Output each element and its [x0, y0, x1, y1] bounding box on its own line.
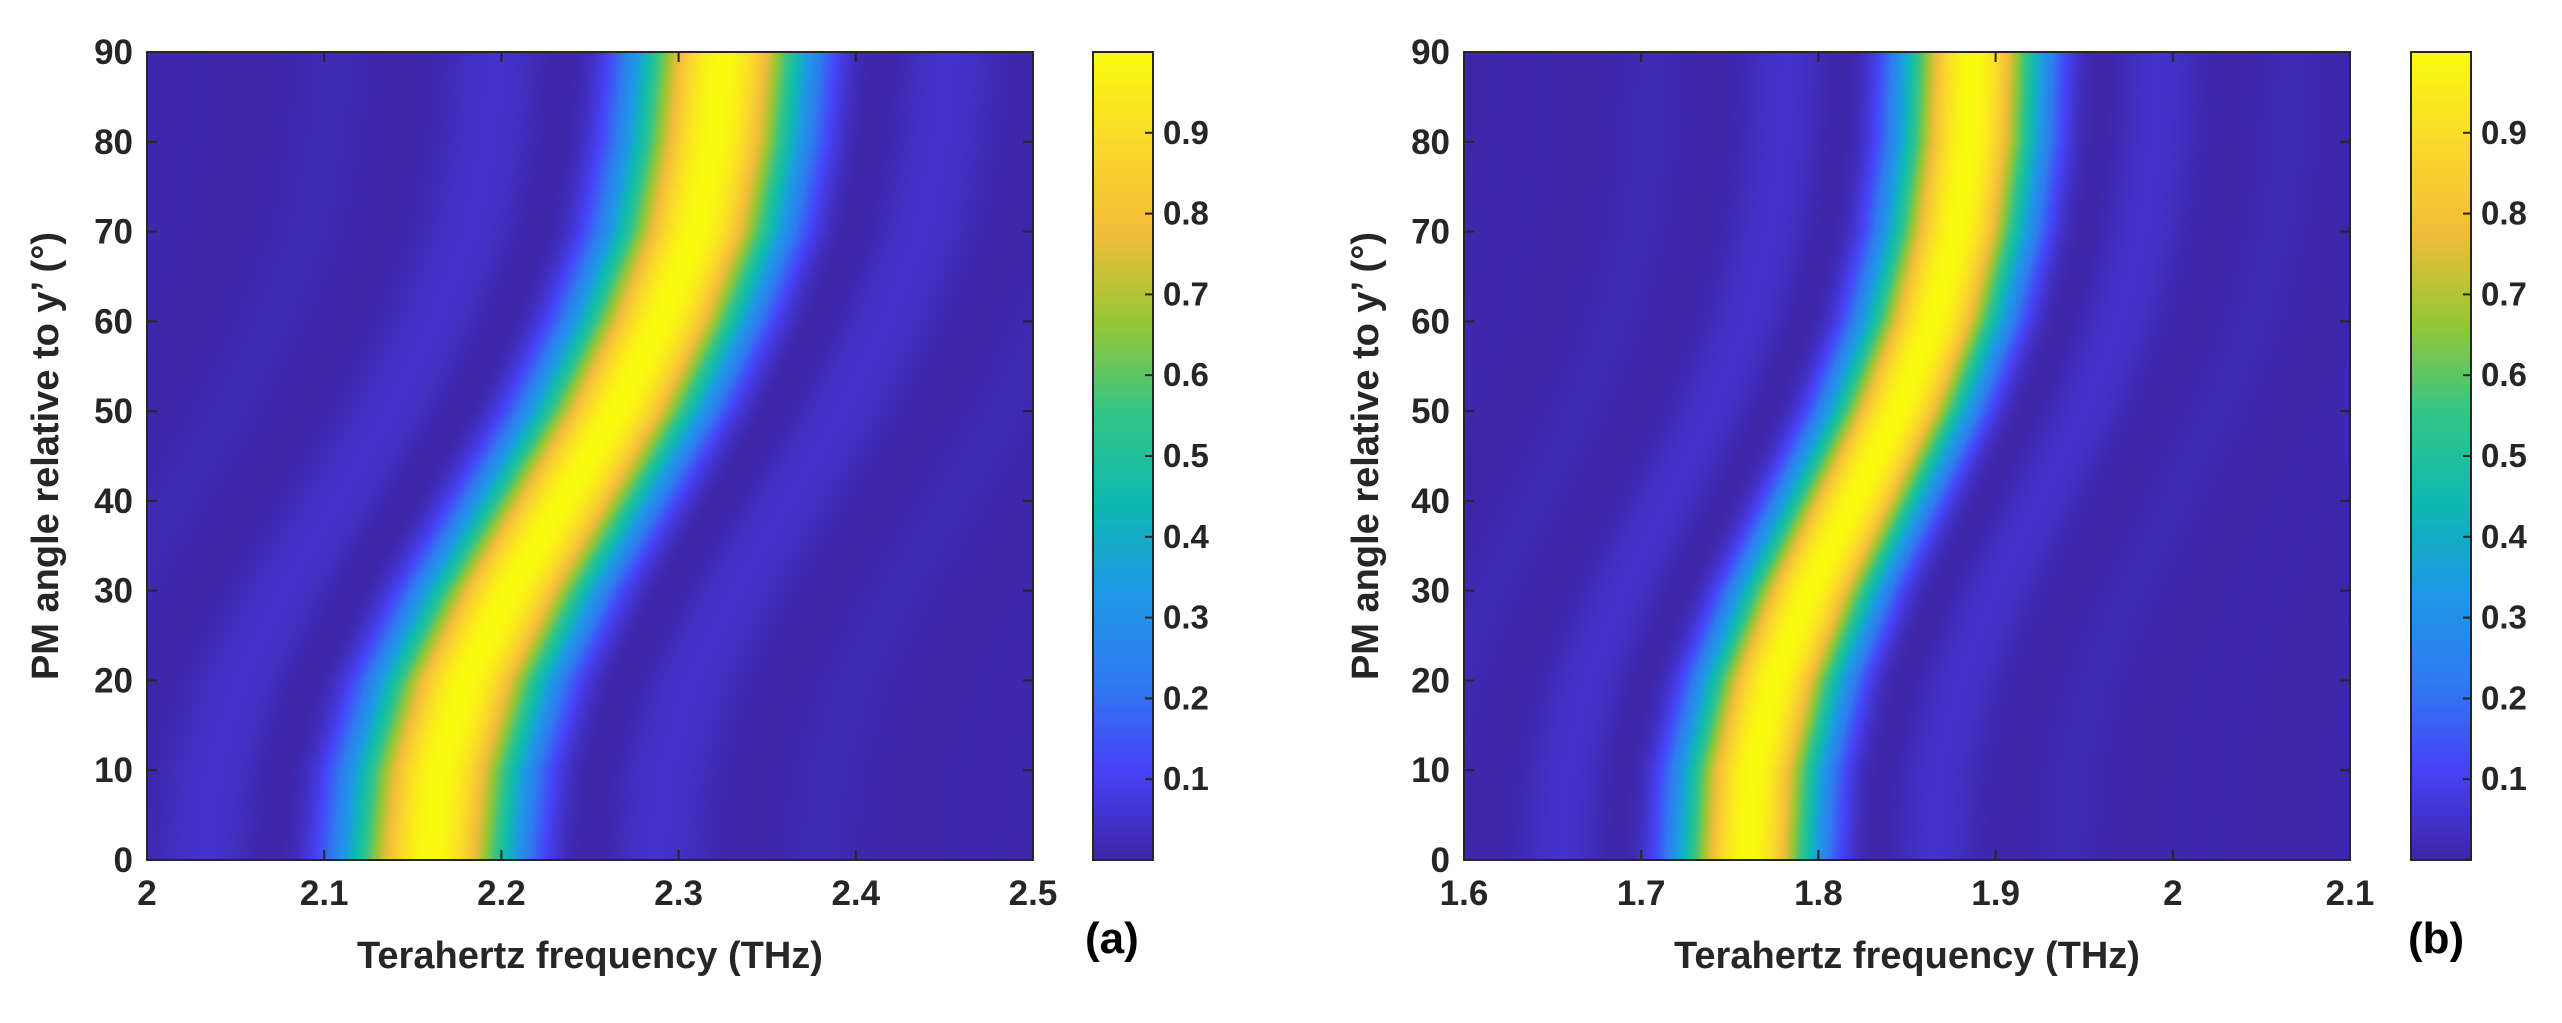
colorbar-tick-label: 0.3 — [2481, 599, 2527, 636]
x-axis: 2 2.1 2.2 2.3 2.4 2.5 — [137, 52, 1057, 913]
x-axis: 1.6 1.7 1.8 1.9 2 2.1 — [1440, 52, 2375, 913]
x-tick-label: 1.9 — [1971, 874, 2020, 913]
y-tick-label: 60 — [94, 302, 133, 341]
x-tick-label: 2.1 — [2326, 874, 2375, 913]
colorbar-tick-label: 0.4 — [2481, 518, 2528, 555]
y-axis: 0 10 20 30 40 50 60 70 80 90 — [94, 33, 1033, 880]
colorbar-axis: 0.1 0.2 0.3 0.4 0.5 0.6 0.7 0.8 0.9 — [2463, 114, 2528, 797]
x-tick-label: 2 — [137, 874, 156, 913]
y-tick-label: 80 — [94, 123, 133, 162]
x-axis-label: Terahertz frequency (THz) — [357, 935, 823, 977]
colorbar-tick-label: 0.5 — [1163, 437, 1209, 474]
colorbar-tick-label: 0.1 — [2481, 760, 2527, 797]
y-tick-label: 80 — [1411, 123, 1450, 162]
colorbar-tick-label: 0.7 — [1163, 275, 1209, 312]
colorbar-tick-label: 0.9 — [1163, 114, 1209, 151]
y-axis-label: PM angle relative to y’ (°) — [25, 232, 67, 680]
plot-frame — [146, 51, 1034, 861]
colorbar-tick-label: 0.1 — [1163, 760, 1209, 797]
colorbar-tick-label: 0.9 — [2481, 114, 2527, 151]
y-tick-label: 0 — [114, 841, 133, 880]
plot-frame — [1463, 51, 2351, 861]
y-tick-label: 30 — [1411, 572, 1450, 611]
colorbar-tick-label: 0.6 — [2481, 356, 2527, 393]
x-axis-label: Terahertz frequency (THz) — [1674, 935, 2140, 977]
colorbar-axis: 0.1 0.2 0.3 0.4 0.5 0.6 0.7 0.8 0.9 — [1145, 114, 1210, 797]
x-tick-label: 2.1 — [300, 874, 349, 913]
panel-label: (b) — [2408, 914, 2464, 963]
x-tick-label: 1.6 — [1440, 874, 1489, 913]
y-tick-label: 90 — [94, 33, 133, 72]
panel-label: (a) — [1085, 914, 1139, 963]
x-tick-label: 2.2 — [477, 874, 526, 913]
colorbar-gradient — [1093, 52, 1153, 860]
colorbar-tick-label: 0.3 — [1163, 599, 1209, 636]
x-tick-label: 1.7 — [1617, 874, 1666, 913]
colorbar-tick-label: 0.4 — [1163, 518, 1210, 555]
x-tick-label: 2 — [2163, 874, 2182, 913]
y-axis-label: PM angle relative to y’ (°) — [1345, 232, 1387, 680]
colorbar-tick-label: 0.8 — [1163, 195, 1209, 232]
colorbar-tick-label: 0.2 — [2481, 679, 2527, 716]
y-tick-label: 0 — [1431, 841, 1450, 880]
colorbar-tick-label: 0.8 — [2481, 195, 2527, 232]
colorbar-tick-label: 0.6 — [1163, 356, 1209, 393]
colorbar-gradient — [2411, 52, 2471, 860]
y-tick-label: 40 — [94, 482, 133, 521]
y-tick-label: 90 — [1411, 33, 1450, 72]
colorbar-tick-label: 0.5 — [2481, 437, 2527, 474]
y-tick-label: 10 — [1411, 751, 1450, 790]
x-tick-label: 2.4 — [831, 874, 880, 913]
y-tick-label: 70 — [1411, 213, 1450, 252]
x-tick-label: 2.3 — [654, 874, 703, 913]
colorbar-tick-label: 0.2 — [1163, 679, 1209, 716]
heatmap-image — [147, 52, 1033, 860]
colorbar-tick-label: 0.7 — [2481, 275, 2527, 312]
y-tick-label: 20 — [1411, 661, 1450, 700]
y-tick-label: 50 — [94, 392, 133, 431]
heatmap-image — [1464, 52, 2350, 860]
x-tick-label: 2.5 — [1009, 874, 1058, 913]
y-tick-label: 40 — [1411, 482, 1450, 521]
y-axis: 0 10 20 30 40 50 60 70 80 90 — [1411, 33, 2350, 880]
y-tick-label: 50 — [1411, 392, 1450, 431]
panel-a: 2 2.1 2.2 2.3 2.4 2.5 0 10 20 30 40 50 60 70 80 90 Ter… — [25, 33, 1210, 977]
x-tick-label: 1.8 — [1794, 874, 1843, 913]
y-tick-label: 70 — [94, 213, 133, 252]
panel-b: 1.6 1.7 1.8 1.9 2 2.1 0 10 20 30 40 50 60 70 80 90 Ter… — [1345, 33, 2528, 977]
y-tick-label: 60 — [1411, 302, 1450, 341]
y-tick-label: 30 — [94, 572, 133, 611]
y-tick-label: 20 — [94, 661, 133, 700]
y-tick-label: 10 — [94, 751, 133, 790]
